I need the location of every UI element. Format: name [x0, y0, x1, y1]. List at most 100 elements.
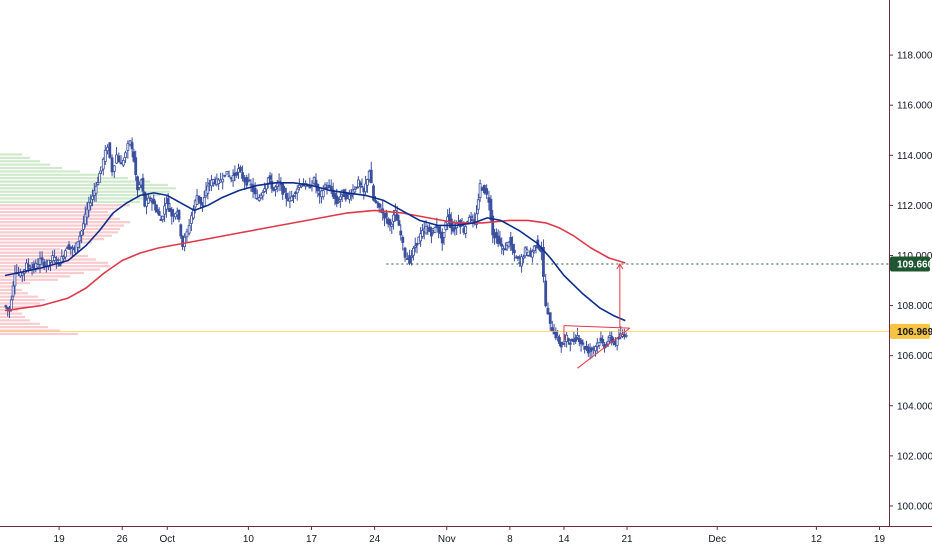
candle-body [399, 230, 403, 236]
price-tick-label: 114.000 [897, 151, 932, 162]
price-tick-label: 112.000 [897, 201, 932, 212]
candle-body [624, 334, 628, 337]
volume-profile-bar [0, 180, 150, 183]
candle-body [80, 230, 84, 236]
candle-body [161, 215, 165, 221]
volume-profile-bar [0, 258, 96, 261]
candle-body [87, 201, 91, 211]
candle-body [164, 203, 168, 210]
candle-body [98, 173, 102, 183]
candle-body [36, 264, 40, 268]
candle-body [121, 160, 125, 166]
volume-profile-bar [0, 271, 84, 275]
volume-profile-bar [0, 200, 140, 203]
time-tick-label: 19 [874, 534, 886, 545]
candle-body [408, 255, 411, 264]
time-tick-label: 26 [117, 534, 129, 545]
volume-profile-bar [0, 166, 62, 170]
candle-body [500, 243, 504, 247]
target-price-badge: 109.660 [897, 260, 932, 271]
candle-body [263, 188, 267, 192]
candle-body [388, 219, 392, 226]
volume-profile-bar [0, 177, 128, 180]
time-tick-label: 14 [558, 534, 570, 545]
volume-profile-bar [0, 248, 60, 251]
candle-body [148, 197, 152, 200]
candle-body [163, 205, 166, 215]
candle-body [597, 342, 601, 346]
candle-body [405, 258, 409, 260]
triangle-upper-line[interactable] [563, 325, 630, 329]
candle-body [34, 262, 38, 269]
candle-body [574, 337, 578, 342]
current-price-badge-bg [890, 323, 930, 339]
price-tick-label: 102.000 [897, 451, 932, 462]
candle-body [110, 157, 114, 173]
price-tick-label: 110.000 [897, 251, 932, 262]
candle-body [392, 214, 395, 222]
volume-profile-bar [0, 315, 25, 319]
candle-body [375, 201, 379, 204]
candle-body [241, 172, 244, 179]
volume-profile-bar [0, 160, 40, 163]
volume-profile-bar [0, 183, 168, 187]
candle-body [300, 184, 303, 188]
target-arrow-head[interactable] [616, 263, 624, 270]
triangle-lower-line[interactable] [577, 327, 631, 369]
volume-profile-bar [0, 187, 176, 190]
candle-body [183, 236, 187, 248]
candle-body [482, 185, 486, 194]
candle-body [82, 223, 85, 230]
candle-body [449, 218, 453, 229]
target-price-badge-bg [890, 256, 930, 272]
candle-body [428, 226, 432, 232]
candle-body [247, 179, 251, 182]
candle-body [106, 146, 109, 152]
drawing-annotations[interactable] [0, 263, 889, 369]
candle-body [245, 177, 249, 186]
volume-profile-bar [0, 329, 60, 332]
candle-body [137, 184, 141, 188]
candle-body [146, 197, 150, 204]
candle-body [374, 200, 377, 203]
candle-body [338, 196, 342, 201]
price-tick-label: 106.000 [897, 351, 932, 362]
candle-body [467, 216, 471, 224]
candle-body [261, 192, 265, 197]
candle-body [403, 247, 407, 258]
candle-body [548, 312, 552, 324]
candle-body [395, 214, 399, 221]
candle-body [419, 233, 423, 242]
volume-profile-bar [0, 275, 70, 278]
volume-profile-bar [0, 221, 130, 224]
candle-body [413, 245, 417, 248]
volume-profile-bar [0, 244, 70, 248]
candle-body [199, 196, 203, 204]
candle-body [558, 337, 561, 344]
volume-profile-bar [0, 204, 130, 207]
candle-body [401, 236, 405, 243]
candle-body [78, 235, 82, 242]
candle-body [243, 177, 247, 183]
candle-body [47, 259, 50, 268]
candle-body [369, 169, 373, 184]
volume-profile-bar [0, 251, 72, 254]
candle-body [366, 179, 369, 186]
candle-body [40, 257, 44, 261]
price-tick-label: 100.000 [897, 501, 932, 512]
candle-body [410, 255, 413, 258]
candle-body [327, 184, 331, 188]
volume-profile-bar [0, 322, 40, 325]
candle-body [231, 175, 235, 182]
candle-body [509, 237, 513, 245]
candle-body [588, 350, 592, 352]
candle-body [349, 195, 353, 198]
candle-body [390, 223, 394, 227]
candle-body [239, 166, 242, 172]
candle-body [9, 299, 13, 311]
candle-body [594, 346, 597, 352]
volume-profile-bar [0, 224, 124, 227]
candle-body [295, 188, 299, 194]
